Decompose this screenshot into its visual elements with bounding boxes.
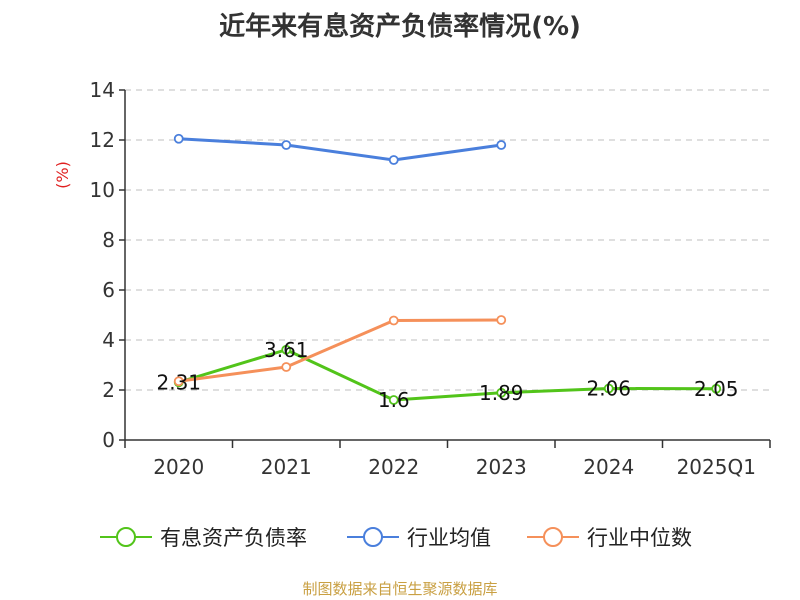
legend-marker <box>543 527 563 547</box>
x-tick-label: 2024 <box>583 455 634 479</box>
legend-marker <box>116 527 136 547</box>
x-tick-label: 2020 <box>153 455 204 479</box>
data-point <box>281 362 292 372</box>
x-tick-label: 2023 <box>476 455 527 479</box>
legend-label: 行业均值 <box>407 526 491 550</box>
axes: 0 2 4 6 8 10 12 14 2020 2021 2022 2023 2024 2025Q1 (%) <box>53 78 771 479</box>
legend-label: 行业中位数 <box>587 526 692 550</box>
data-point <box>281 140 292 150</box>
y-axis-label: (%) <box>53 161 72 189</box>
source-note: 制图数据来自恒生聚源数据库 <box>302 580 498 598</box>
legend-marker <box>363 527 383 547</box>
y-tick-label: 8 <box>102 228 115 252</box>
legend: 有息资产负债率 行业均值 行业中位数 <box>100 526 692 550</box>
y-tick-label: 10 <box>90 178 115 202</box>
y-tick-label: 2 <box>102 378 115 402</box>
data-point <box>388 395 399 405</box>
x-tick-label: 2025Q1 <box>677 455 756 479</box>
data-point <box>496 387 507 398</box>
chart-title: 近年来有息资产负债率情况(%) <box>219 12 581 42</box>
y-tick-label: 4 <box>102 328 115 352</box>
series-line <box>178 348 717 402</box>
data-point <box>603 383 614 394</box>
series-line <box>178 318 502 383</box>
legend-label: 有息资产负债率 <box>160 526 307 550</box>
x-tick-label: 2022 <box>368 455 419 479</box>
x-tick-label: 2021 <box>261 455 312 479</box>
series-line <box>178 137 502 162</box>
data-point <box>388 315 399 326</box>
data-point <box>173 376 184 387</box>
grid-lines <box>125 89 770 391</box>
data-point <box>496 140 507 150</box>
y-tick-label: 6 <box>102 278 115 302</box>
data-label: 1.89 <box>479 381 524 405</box>
data-label: 3.61 <box>264 338 309 362</box>
data-point <box>388 155 399 165</box>
data-label: 2.05 <box>694 377 739 401</box>
data-labels: 2.31 3.61 1.6 1.89 2.06 2.05 <box>156 338 738 412</box>
y-tick-label: 14 <box>90 78 115 102</box>
data-point <box>173 133 184 144</box>
data-point <box>281 344 292 355</box>
data-point <box>496 315 507 325</box>
y-tick-label: 0 <box>102 428 115 452</box>
data-point <box>711 383 722 394</box>
data-label: 2.06 <box>586 377 631 401</box>
data-label: 2.31 <box>156 370 201 394</box>
series-lines <box>173 133 722 405</box>
y-tick-label: 12 <box>90 128 115 152</box>
data-label: 1.6 <box>378 388 410 412</box>
